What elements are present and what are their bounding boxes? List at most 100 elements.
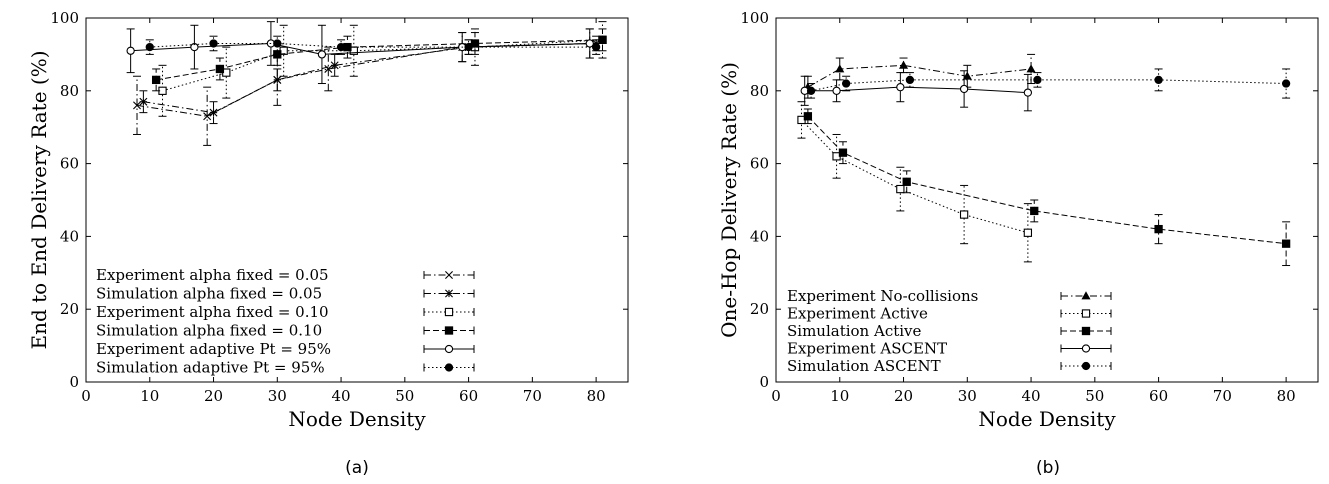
data-point [1281,79,1291,88]
x-tick-label: 40 [1022,387,1041,405]
data-point [215,64,225,74]
series-line [149,42,597,48]
x-tick-label: 30 [268,387,287,405]
y-tick-label: 100 [740,9,769,27]
data-point [591,42,601,52]
data-point [317,50,327,59]
data-point [832,86,841,95]
series-2 [139,35,601,125]
y-tick-label: 20 [750,300,769,318]
data-point [959,84,969,94]
caption: (a) [345,458,369,478]
y-tick-label: 80 [60,82,79,100]
data-point [273,39,282,48]
x-tick-label: 70 [1213,387,1232,405]
data-point [1033,75,1042,85]
series-2 [797,101,1033,263]
legend-entry: Experiment adaptive Pt = 95% [96,340,331,358]
legend-marker [445,289,453,298]
series-line [136,42,590,117]
x-tick-label: 0 [771,387,781,405]
data-point [273,75,282,84]
legend-entry: Simulation Active [787,322,922,340]
data-point [145,42,154,52]
legend-marker [1081,291,1091,300]
data-point [1030,206,1039,216]
y-tick-label: 0 [69,373,79,391]
data-point [902,177,911,186]
data-point [806,86,816,95]
x-tick-label: 50 [395,387,414,405]
legend-entry: Experiment alpha fixed = 0.05 [96,266,329,284]
data-point [1154,224,1163,234]
x-axis-title: Node Density [978,407,1116,431]
legend-marker [445,271,453,279]
series-line [810,79,1287,92]
x-tick-label: 70 [523,387,542,405]
data-point [330,61,339,70]
series-5 [806,68,1291,99]
x-tick-label: 50 [1085,387,1104,405]
data-point [209,108,218,117]
legend-entry: Simulation alpha fixed = 0.05 [96,285,322,303]
x-tick-label: 0 [81,387,91,405]
y-tick-label: 20 [60,300,79,318]
y-axis-title: One-Hop Delivery Rate (%) [717,62,741,338]
legend-marker [444,344,454,354]
data-point [896,83,905,92]
y-tick-label: 40 [750,227,769,245]
data-point [273,50,282,59]
legend-entry: Simulation alpha fixed = 0.10 [96,322,322,340]
x-tick-label: 80 [1277,387,1296,405]
legend-marker [1081,344,1091,353]
data-point [803,112,813,121]
chart-panel-b: 0 10 20 30 40 50 60 70 80 0 20 40 60 80 100 Node Densit… [717,9,1319,478]
data-point [464,42,473,52]
caption: (b) [1036,458,1060,478]
data-point [838,148,848,157]
y-tick-label: 0 [759,373,769,391]
data-point [203,112,212,121]
series-line [807,115,1287,245]
y-tick-label: 60 [750,155,769,173]
data-point [209,39,218,48]
legend-marker [1081,361,1091,371]
x-tick-label: 10 [140,387,159,405]
data-point [139,97,148,106]
data-point [133,101,142,110]
y-axis-title: End to End Delivery Rate (%) [27,50,51,349]
x-tick-label: 60 [459,387,478,405]
x-tick-label: 20 [894,387,913,405]
legend-entry: Simulation adaptive Pt = 95% [96,359,325,377]
data-point [962,71,972,80]
legend-entry: Experiment Active [787,305,928,323]
data-point [336,42,346,52]
data-point [841,79,851,88]
legend: Experiment alpha fixed = 0.05Simulation … [96,266,475,377]
chart-panel-a: 0 10 20 30 40 50 60 70 80 0 20 40 60 80 100 Node Densit… [27,9,629,478]
x-tick-label: 60 [1149,387,1168,405]
data-point [1026,64,1036,73]
legend-marker [444,326,454,335]
series-5 [126,21,594,85]
series-line [130,42,590,55]
data-point [1023,228,1033,237]
data-point [905,75,915,85]
x-tick-label: 40 [332,387,351,405]
legend-marker [1081,309,1091,318]
series-4 [800,70,1033,112]
legend-marker [444,363,454,372]
y-tick-label: 100 [50,9,79,27]
x-tick-label: 30 [958,387,977,405]
data-point [324,64,333,73]
y-tick-label: 60 [60,155,79,173]
data-point [1281,239,1291,248]
data-point [151,75,161,85]
data-point [959,210,969,219]
data-point [190,42,199,52]
series-4 [151,28,607,92]
data-point [896,184,905,194]
y-tick-label: 80 [750,82,769,100]
